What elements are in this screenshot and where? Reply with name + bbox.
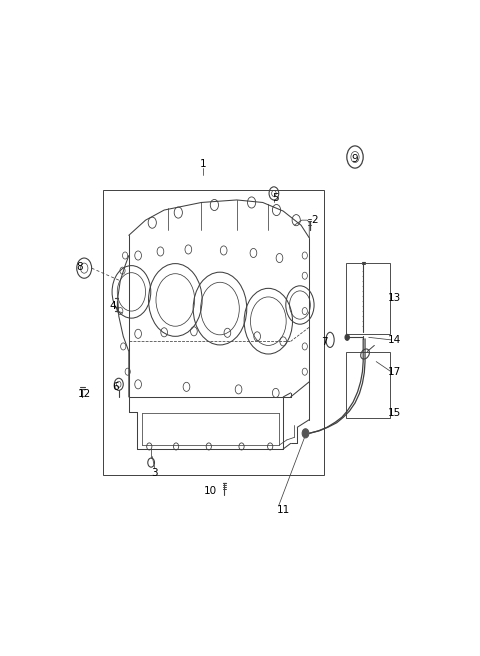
Text: 1: 1: [200, 159, 206, 169]
Bar: [347, 352, 390, 418]
Bar: [347, 263, 390, 334]
Text: 4: 4: [109, 301, 116, 311]
Text: 10: 10: [204, 486, 217, 496]
Circle shape: [345, 335, 349, 340]
Text: 6: 6: [112, 382, 119, 392]
Text: 13: 13: [388, 293, 401, 304]
Text: 2: 2: [312, 215, 318, 225]
Text: 17: 17: [388, 367, 401, 377]
Text: 9: 9: [352, 154, 358, 163]
Text: 7: 7: [322, 337, 328, 348]
Text: 14: 14: [388, 335, 401, 345]
Text: 15: 15: [388, 408, 401, 418]
Text: 12: 12: [78, 390, 91, 400]
Text: 8: 8: [76, 262, 83, 272]
Text: 11: 11: [276, 504, 290, 514]
Text: 5: 5: [273, 194, 279, 203]
Bar: [103, 190, 324, 475]
Text: 3: 3: [152, 468, 158, 478]
Circle shape: [302, 429, 309, 438]
